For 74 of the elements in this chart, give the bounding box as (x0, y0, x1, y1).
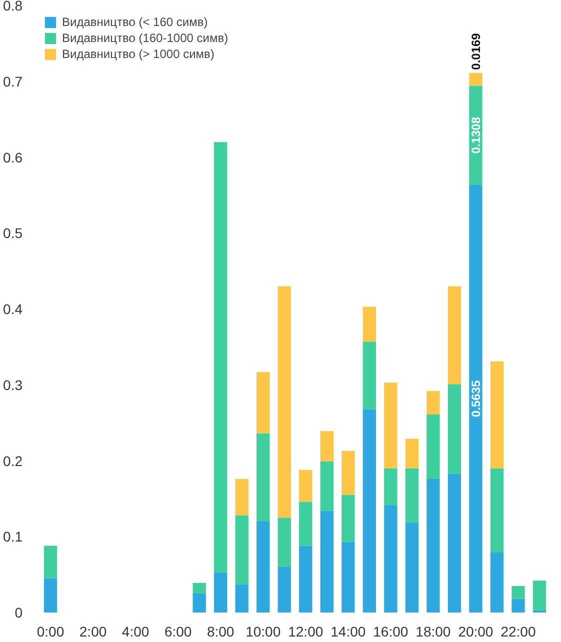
bar (192, 594, 206, 612)
y-tick-label: 0.2 (3, 452, 23, 469)
bar (405, 438, 419, 468)
bar (214, 142, 228, 572)
bar (362, 306, 376, 342)
bar (320, 462, 334, 511)
bar (448, 474, 462, 612)
bar (469, 184, 482, 612)
bar (235, 515, 248, 584)
data-label: 0.5635 (469, 380, 484, 418)
x-tick-label: 2:00 (79, 624, 107, 640)
bar (192, 582, 206, 594)
x-tick-label: 12:00 (288, 624, 324, 640)
y-tick-label: 0.3 (3, 376, 23, 393)
bar (405, 468, 419, 523)
data-label: 0.0169 (469, 32, 484, 70)
bar (362, 342, 376, 410)
bar (532, 580, 546, 610)
bar (426, 478, 440, 612)
x-tick-label: 0:00 (36, 624, 64, 640)
y-tick-label: 0.7 (3, 73, 23, 90)
x-tick-label: 18:00 (416, 624, 451, 640)
bar (278, 566, 291, 612)
y-tick-label: 0 (14, 604, 23, 620)
bar (490, 361, 504, 468)
bar (384, 468, 398, 506)
bar (320, 431, 334, 462)
bar (490, 552, 504, 612)
bar (278, 518, 291, 567)
x-tick-label: 14:00 (330, 624, 366, 640)
bar (448, 286, 462, 384)
bar (342, 494, 355, 542)
bar (342, 542, 355, 612)
y-tick-label: 0.8 (3, 0, 23, 14)
bar (384, 506, 398, 612)
bar (278, 286, 291, 518)
bar (362, 409, 376, 612)
x-tick-label: 22:00 (500, 624, 536, 640)
x-tick-label: 8:00 (206, 624, 234, 640)
bar (426, 390, 440, 414)
x-tick-label: 6:00 (164, 624, 192, 640)
bar (469, 72, 482, 86)
bar (44, 546, 58, 578)
bar (256, 521, 270, 612)
bar (342, 450, 355, 495)
bar (44, 578, 58, 612)
bar (256, 433, 270, 522)
y-tick-label: 0.6 (3, 149, 23, 166)
bar (426, 414, 440, 479)
data-label: 0.1308 (469, 116, 484, 154)
legend-label: Видавництво (< 160 симв) (62, 15, 208, 29)
bar (512, 598, 525, 612)
legend-label: Видавництво (> 1000 симв) (62, 47, 214, 61)
bar (448, 384, 462, 474)
bar (490, 468, 504, 553)
bar (256, 372, 270, 434)
x-tick-label: 10:00 (246, 624, 281, 640)
y-tick-label: 0.5 (3, 225, 23, 242)
x-tick-label: 20:00 (458, 624, 494, 640)
bar (235, 584, 248, 612)
x-tick-label: 16:00 (373, 624, 408, 640)
bar (299, 546, 312, 612)
x-tick-label: 4:00 (122, 624, 150, 640)
bar (405, 522, 419, 612)
bar (384, 382, 398, 468)
bar (299, 502, 312, 546)
y-tick-label: 0.1 (3, 528, 23, 545)
bar (299, 470, 312, 502)
bar (235, 478, 248, 516)
y-tick-label: 0.4 (3, 301, 23, 317)
legend-label: Видавництво (160-1000 симв) (62, 31, 228, 45)
bar (512, 586, 525, 599)
bar (320, 510, 334, 612)
bar (214, 572, 228, 612)
